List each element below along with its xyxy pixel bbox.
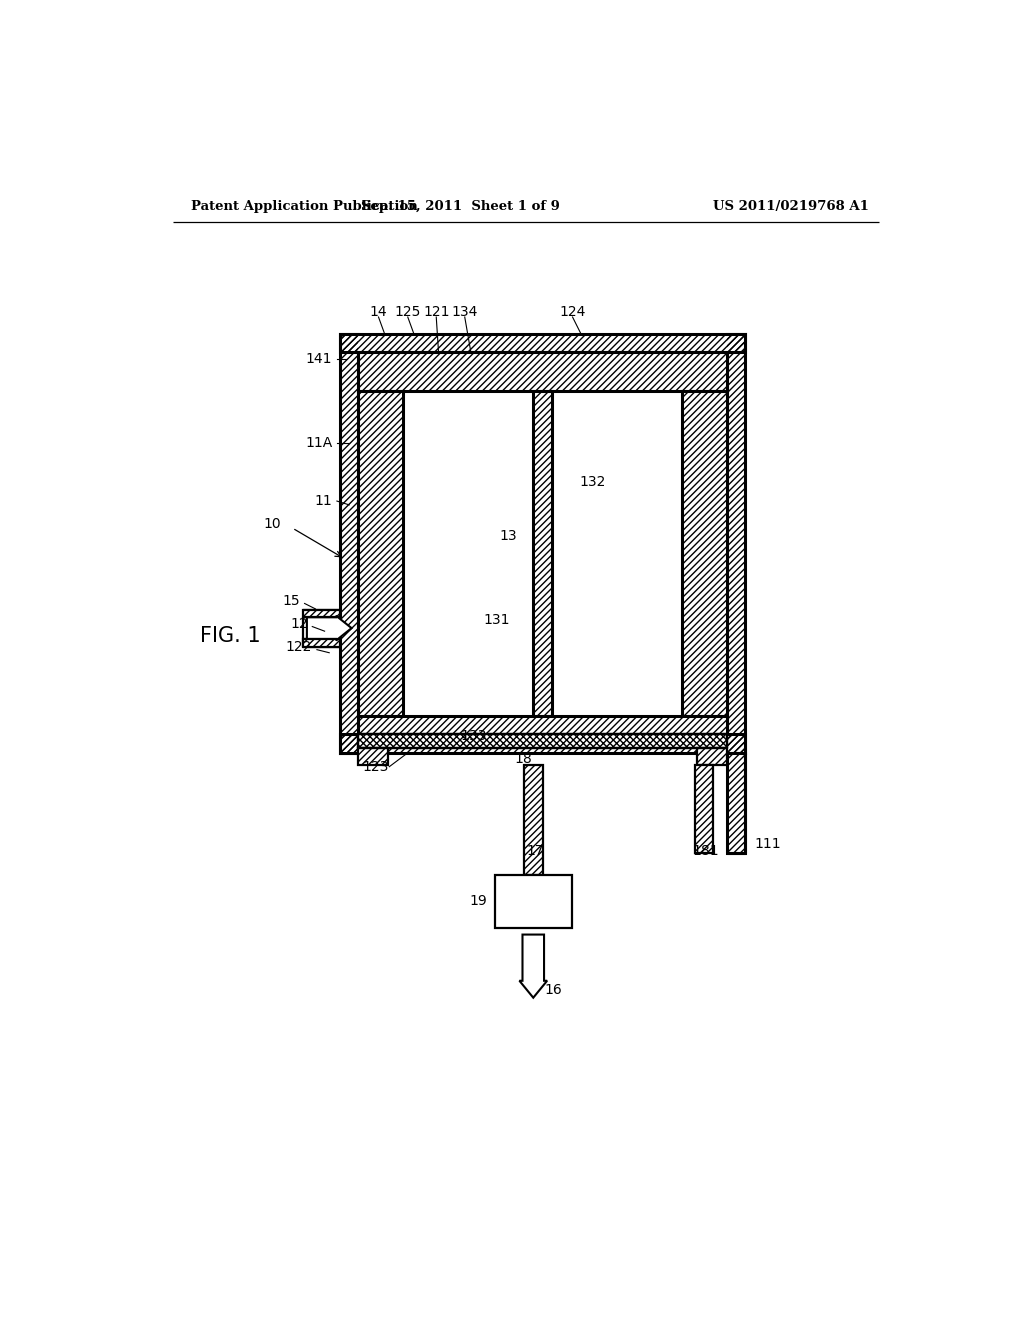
Bar <box>524 766 543 875</box>
Bar <box>524 766 543 875</box>
Text: 19: 19 <box>469 895 487 908</box>
Bar <box>358 715 727 734</box>
Bar <box>303 639 340 647</box>
Text: 133: 133 <box>460 729 486 743</box>
Text: 11A: 11A <box>305 437 333 450</box>
Text: 10: 10 <box>263 517 281 531</box>
Text: US 2011/0219768 A1: US 2011/0219768 A1 <box>713 199 868 213</box>
Text: 18: 18 <box>514 752 532 766</box>
Text: 12: 12 <box>290 618 307 631</box>
FancyArrow shape <box>519 935 547 998</box>
Bar <box>682 391 727 715</box>
Text: 14: 14 <box>370 305 387 319</box>
Bar <box>695 766 714 853</box>
Bar <box>682 391 727 715</box>
Bar <box>695 766 714 853</box>
Bar <box>358 748 388 766</box>
Bar <box>340 334 358 752</box>
Bar <box>303 639 340 647</box>
Bar <box>697 748 727 766</box>
Bar <box>340 334 358 752</box>
FancyArrow shape <box>307 615 351 640</box>
Text: 17: 17 <box>526 845 544 858</box>
Bar <box>303 610 340 618</box>
Bar <box>358 352 727 391</box>
Bar <box>534 391 552 715</box>
Text: 125: 125 <box>394 305 421 319</box>
Bar <box>358 352 727 391</box>
Text: 134: 134 <box>452 305 478 319</box>
Text: 13: 13 <box>499 529 517 543</box>
Bar <box>340 334 745 352</box>
Bar <box>358 715 727 734</box>
Bar <box>534 391 552 715</box>
Text: 141: 141 <box>306 351 333 366</box>
Bar <box>727 752 745 853</box>
Text: 16: 16 <box>545 983 562 997</box>
Text: 181: 181 <box>692 845 719 858</box>
Text: 123: 123 <box>362 760 388 774</box>
Text: 121: 121 <box>423 305 450 319</box>
Text: 124: 124 <box>559 305 586 319</box>
Bar <box>727 334 745 752</box>
Text: 122: 122 <box>286 640 312 655</box>
Bar <box>340 334 745 352</box>
Bar <box>697 748 727 766</box>
Bar <box>495 875 571 928</box>
Bar <box>340 734 745 752</box>
Bar <box>358 734 727 748</box>
Bar <box>358 391 403 715</box>
Bar <box>303 610 340 618</box>
Bar <box>727 334 745 752</box>
Text: 111: 111 <box>755 837 781 850</box>
Text: Sep. 15, 2011  Sheet 1 of 9: Sep. 15, 2011 Sheet 1 of 9 <box>360 199 559 213</box>
Bar <box>358 748 388 766</box>
Text: Patent Application Publication: Patent Application Publication <box>190 199 418 213</box>
Bar <box>340 734 745 752</box>
Text: 15: 15 <box>283 594 300 609</box>
Text: 131: 131 <box>483 614 510 627</box>
Bar <box>727 752 745 853</box>
Text: FIG. 1: FIG. 1 <box>201 626 261 645</box>
Bar <box>358 391 403 715</box>
Text: 132: 132 <box>580 475 606 488</box>
Text: 11: 11 <box>314 494 333 508</box>
Bar <box>358 734 727 748</box>
